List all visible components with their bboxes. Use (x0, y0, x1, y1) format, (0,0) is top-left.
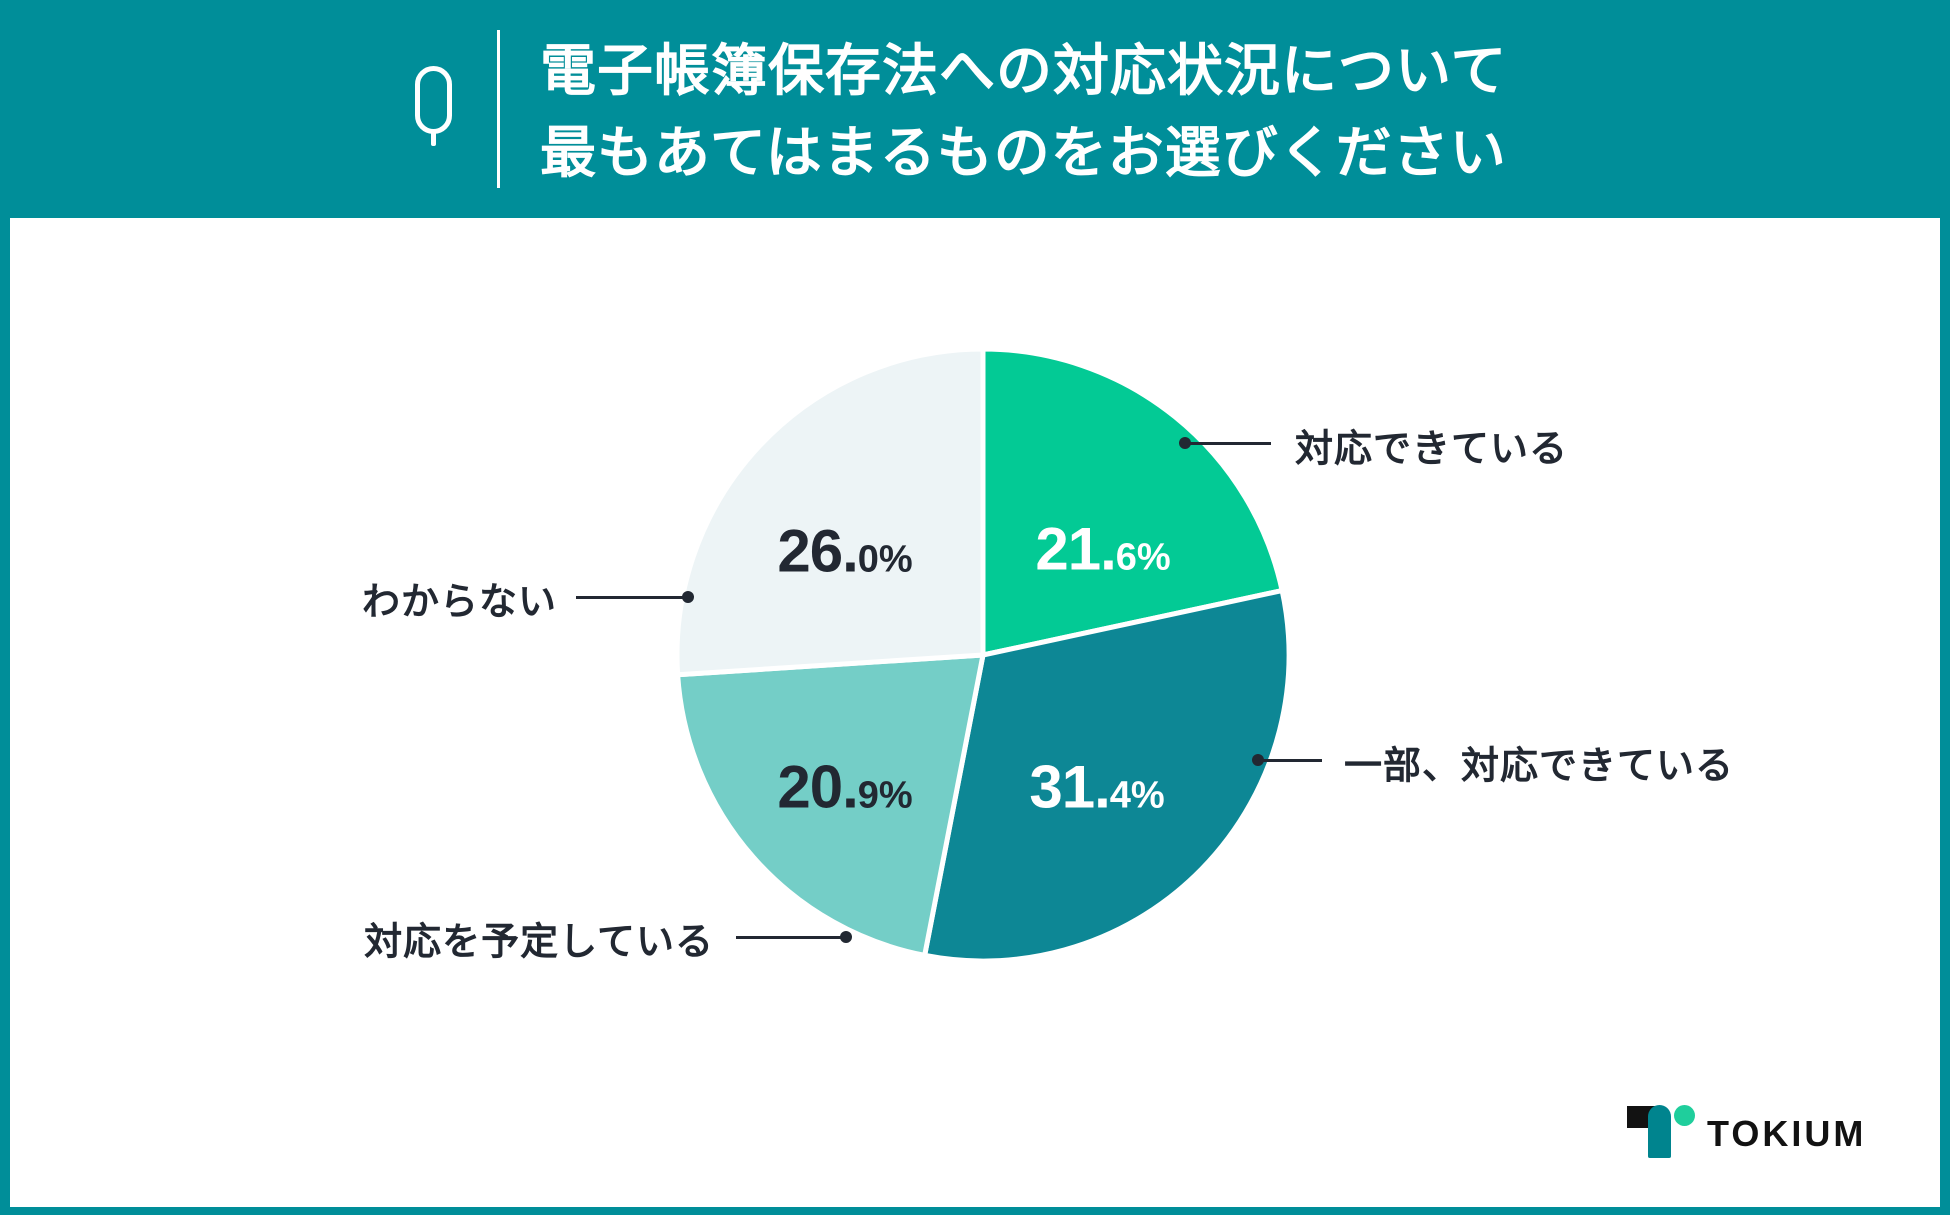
callout-line-slice-2 (1258, 759, 1322, 762)
callout-label-slice-2: 一部、対応できている (1344, 745, 1735, 788)
callout-line-slice-4 (576, 596, 688, 599)
pie-value-dec: 0% (857, 538, 913, 581)
pie-slice-3 (675, 652, 986, 958)
pie-value-int: 31. (1029, 753, 1110, 821)
tokium-t-mark-stem (1648, 1105, 1671, 1158)
callout-dot-slice-4 (682, 591, 694, 603)
pie-slice-4 (674, 346, 986, 678)
pie-slice-1 (980, 346, 1285, 658)
pie-slice-2 (922, 588, 1292, 964)
callout-line-slice-1 (1185, 442, 1271, 445)
question-q-icon-tail (431, 130, 436, 146)
pie-value-label: 26.0% (777, 517, 912, 586)
pie-chart (674, 346, 1292, 964)
page-title-line1: 電子帳簿保存法への対応状況について (540, 39, 1508, 102)
pie-value-dec: 4% (1109, 774, 1165, 817)
pie-value-int: 21. (1035, 515, 1116, 583)
pie-value-label: 21.6% (1035, 515, 1170, 584)
tokium-logo: TOKIUM (1627, 1105, 1897, 1160)
pie-value-dec: 9% (857, 774, 913, 817)
pie-value-label: 20.9% (777, 753, 912, 822)
question-q-icon-body (415, 66, 452, 134)
callout-label-slice-3: 対応を予定している (364, 921, 714, 964)
pie-value-dec: 6% (1115, 536, 1171, 579)
page-title-line2: 最もあてはまるものをお選びください (540, 121, 1507, 184)
header-divider (497, 30, 500, 188)
callout-line-slice-3 (736, 936, 846, 939)
callout-dot-slice-3 (840, 931, 852, 943)
pie-value-int: 26. (777, 517, 858, 585)
tokium-logo-text: TOKIUM (1707, 1113, 1867, 1154)
pie-value-int: 20. (777, 753, 858, 821)
pie-value-label: 31.4% (1029, 753, 1164, 822)
tokium-t-mark-dot (1674, 1105, 1695, 1126)
question-q-icon (415, 66, 452, 146)
callout-label-slice-1: 対応できている (1295, 428, 1569, 471)
page-title: 電子帳簿保存法への対応状況について 最もあてはまるものをお選びください (540, 30, 1507, 194)
header-band: 電子帳簿保存法への対応状況について 最もあてはまるものをお選びください (0, 0, 1950, 218)
callout-label-slice-4: わからない (361, 581, 557, 624)
